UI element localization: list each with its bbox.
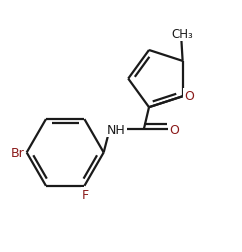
Text: CH₃: CH₃ xyxy=(172,28,194,41)
Text: O: O xyxy=(169,123,179,136)
Text: F: F xyxy=(82,189,89,202)
Text: O: O xyxy=(184,89,194,102)
Text: Br: Br xyxy=(11,146,24,159)
Text: NH: NH xyxy=(107,123,126,136)
